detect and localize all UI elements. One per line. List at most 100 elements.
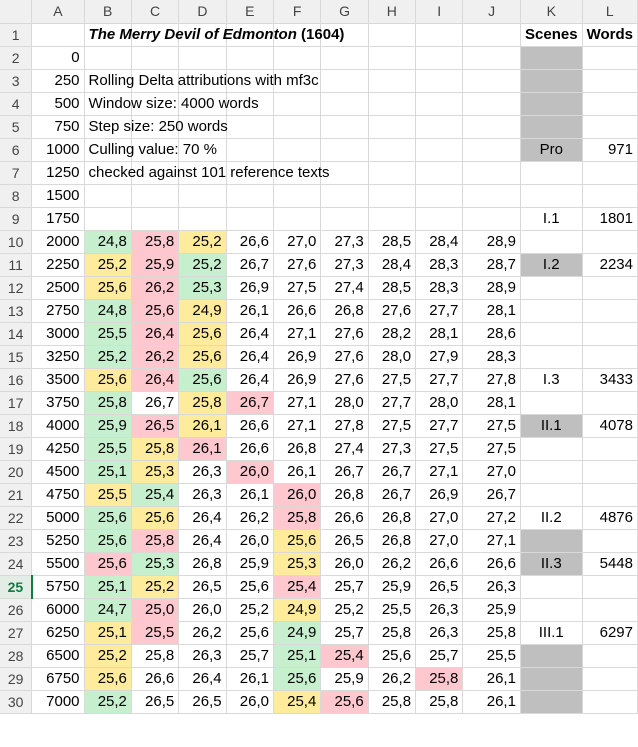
cell-empty[interactable] <box>273 138 322 162</box>
delta-value-cell[interactable]: 26,4 <box>131 322 180 346</box>
delta-value-cell[interactable]: 26,3 <box>178 483 227 507</box>
row-header-26[interactable]: 26 <box>0 598 33 622</box>
delta-value-cell[interactable]: 25,9 <box>226 552 274 576</box>
delta-value-cell[interactable]: 28,0 <box>368 345 417 369</box>
cell-empty[interactable] <box>131 69 180 93</box>
delta-value-cell[interactable]: 26,6 <box>462 552 521 576</box>
delta-value-cell[interactable]: 26,6 <box>415 552 464 576</box>
scene-cell[interactable] <box>520 276 583 300</box>
cell-empty[interactable] <box>178 23 227 47</box>
delta-value-cell[interactable]: 26,2 <box>131 276 180 300</box>
scene-cell[interactable] <box>520 529 583 553</box>
words-cell[interactable] <box>582 575 638 599</box>
column-header-d[interactable]: D <box>178 0 227 24</box>
delta-value-cell[interactable]: 25,6 <box>84 368 132 392</box>
cell-empty[interactable] <box>226 115 274 139</box>
column-header-l[interactable]: L <box>582 0 638 24</box>
delta-value-cell[interactable]: 26,2 <box>131 345 180 369</box>
column-header-f[interactable]: F <box>273 0 322 24</box>
delta-value-cell[interactable]: 27,3 <box>320 253 369 277</box>
words-cell[interactable]: 3433 <box>582 368 638 392</box>
delta-value-cell[interactable]: 28,0 <box>320 391 369 415</box>
title-cell[interactable]: The Merry Devil of Edmonton (1604) <box>84 23 344 47</box>
cell-empty[interactable] <box>415 207 464 231</box>
delta-value-cell[interactable]: 25,4 <box>131 483 180 507</box>
delta-value-cell[interactable]: 26,7 <box>368 483 417 507</box>
delta-value-cell[interactable]: 25,9 <box>131 253 180 277</box>
row-header-3[interactable]: 3 <box>0 69 33 93</box>
cell-empty[interactable] <box>320 184 369 208</box>
delta-value-cell[interactable]: 27,0 <box>273 230 322 254</box>
delta-value-cell[interactable]: 26,4 <box>226 322 274 346</box>
scenes-header[interactable]: Scenes <box>520 23 583 47</box>
delta-value-cell[interactable]: 26,2 <box>368 667 417 691</box>
scene-cell[interactable] <box>520 690 583 714</box>
delta-value-cell[interactable]: 27,4 <box>320 276 369 300</box>
delta-value-cell[interactable]: 26,6 <box>320 506 369 530</box>
delta-value-cell[interactable]: 27,0 <box>462 460 521 484</box>
delta-value-cell[interactable]: 27,7 <box>415 368 464 392</box>
cell-empty[interactable] <box>178 138 227 162</box>
delta-value-cell[interactable]: 25,2 <box>320 598 369 622</box>
column-header-i[interactable]: I <box>415 0 464 24</box>
delta-value-cell[interactable]: 26,6 <box>226 437 274 461</box>
words-cell[interactable]: 2234 <box>582 253 638 277</box>
cell-empty[interactable] <box>320 138 369 162</box>
scene-cell[interactable] <box>520 322 583 346</box>
cell-empty[interactable] <box>462 69 521 93</box>
delta-value-cell[interactable]: 27,8 <box>462 368 521 392</box>
row-header-19[interactable]: 19 <box>0 437 33 461</box>
delta-value-cell[interactable]: 27,3 <box>320 230 369 254</box>
cell-empty[interactable] <box>368 207 417 231</box>
cell-empty[interactable] <box>462 23 521 47</box>
cell-empty[interactable] <box>320 23 369 47</box>
scene-cell[interactable] <box>520 184 583 208</box>
scene-cell[interactable] <box>520 575 583 599</box>
row-header-30[interactable]: 30 <box>0 690 33 714</box>
cell-a21[interactable]: 4750 <box>31 483 85 507</box>
row-header-14[interactable]: 14 <box>0 322 33 346</box>
delta-value-cell[interactable]: 26,0 <box>226 460 274 484</box>
cell-empty[interactable] <box>178 115 227 139</box>
cell-empty[interactable] <box>226 138 274 162</box>
cell-empty[interactable] <box>368 138 417 162</box>
words-cell[interactable] <box>582 230 638 254</box>
cell-a11[interactable]: 2250 <box>31 253 85 277</box>
column-header-b[interactable]: B <box>84 0 132 24</box>
delta-value-cell[interactable]: 26,4 <box>178 529 227 553</box>
cell-empty[interactable] <box>131 23 180 47</box>
column-header-j[interactable]: J <box>462 0 521 24</box>
delta-value-cell[interactable]: 27,6 <box>320 345 369 369</box>
delta-value-cell[interactable]: 25,6 <box>178 345 227 369</box>
column-header-g[interactable]: G <box>320 0 369 24</box>
delta-value-cell[interactable]: 26,7 <box>226 253 274 277</box>
delta-value-cell[interactable]: 28,1 <box>462 391 521 415</box>
scene-cell[interactable]: I.2 <box>520 253 583 277</box>
cell-empty[interactable] <box>226 69 274 93</box>
row-header-8[interactable]: 8 <box>0 184 33 208</box>
cell-empty[interactable] <box>415 184 464 208</box>
cell-a27[interactable]: 6250 <box>31 621 85 645</box>
delta-value-cell[interactable]: 24,8 <box>84 299 132 323</box>
delta-value-cell[interactable]: 26,6 <box>131 667 180 691</box>
row-header-2[interactable]: 2 <box>0 46 33 70</box>
cell-a28[interactable]: 6500 <box>31 644 85 668</box>
delta-value-cell[interactable]: 25,1 <box>84 575 132 599</box>
row-header-16[interactable]: 16 <box>0 368 33 392</box>
scene-cell[interactable]: II.1 <box>520 414 583 438</box>
row-header-6[interactable]: 6 <box>0 138 33 162</box>
sheet-grid[interactable]: A B C D E F G H I J K L 1 The Merry Devil of Edmonton… <box>0 0 638 714</box>
delta-value-cell[interactable]: 25,6 <box>84 552 132 576</box>
delta-value-cell[interactable]: 26,9 <box>273 345 322 369</box>
delta-value-cell[interactable]: 25,8 <box>178 391 227 415</box>
cell-empty[interactable] <box>273 115 322 139</box>
delta-value-cell[interactable]: 25,4 <box>273 690 322 714</box>
cell-empty[interactable] <box>273 184 322 208</box>
delta-value-cell[interactable]: 25,0 <box>131 598 180 622</box>
column-header-h[interactable]: H <box>368 0 417 24</box>
words-cell[interactable] <box>582 529 638 553</box>
cell-empty[interactable] <box>226 92 274 116</box>
delta-value-cell[interactable]: 25,8 <box>131 644 180 668</box>
delta-value-cell[interactable]: 25,2 <box>226 598 274 622</box>
